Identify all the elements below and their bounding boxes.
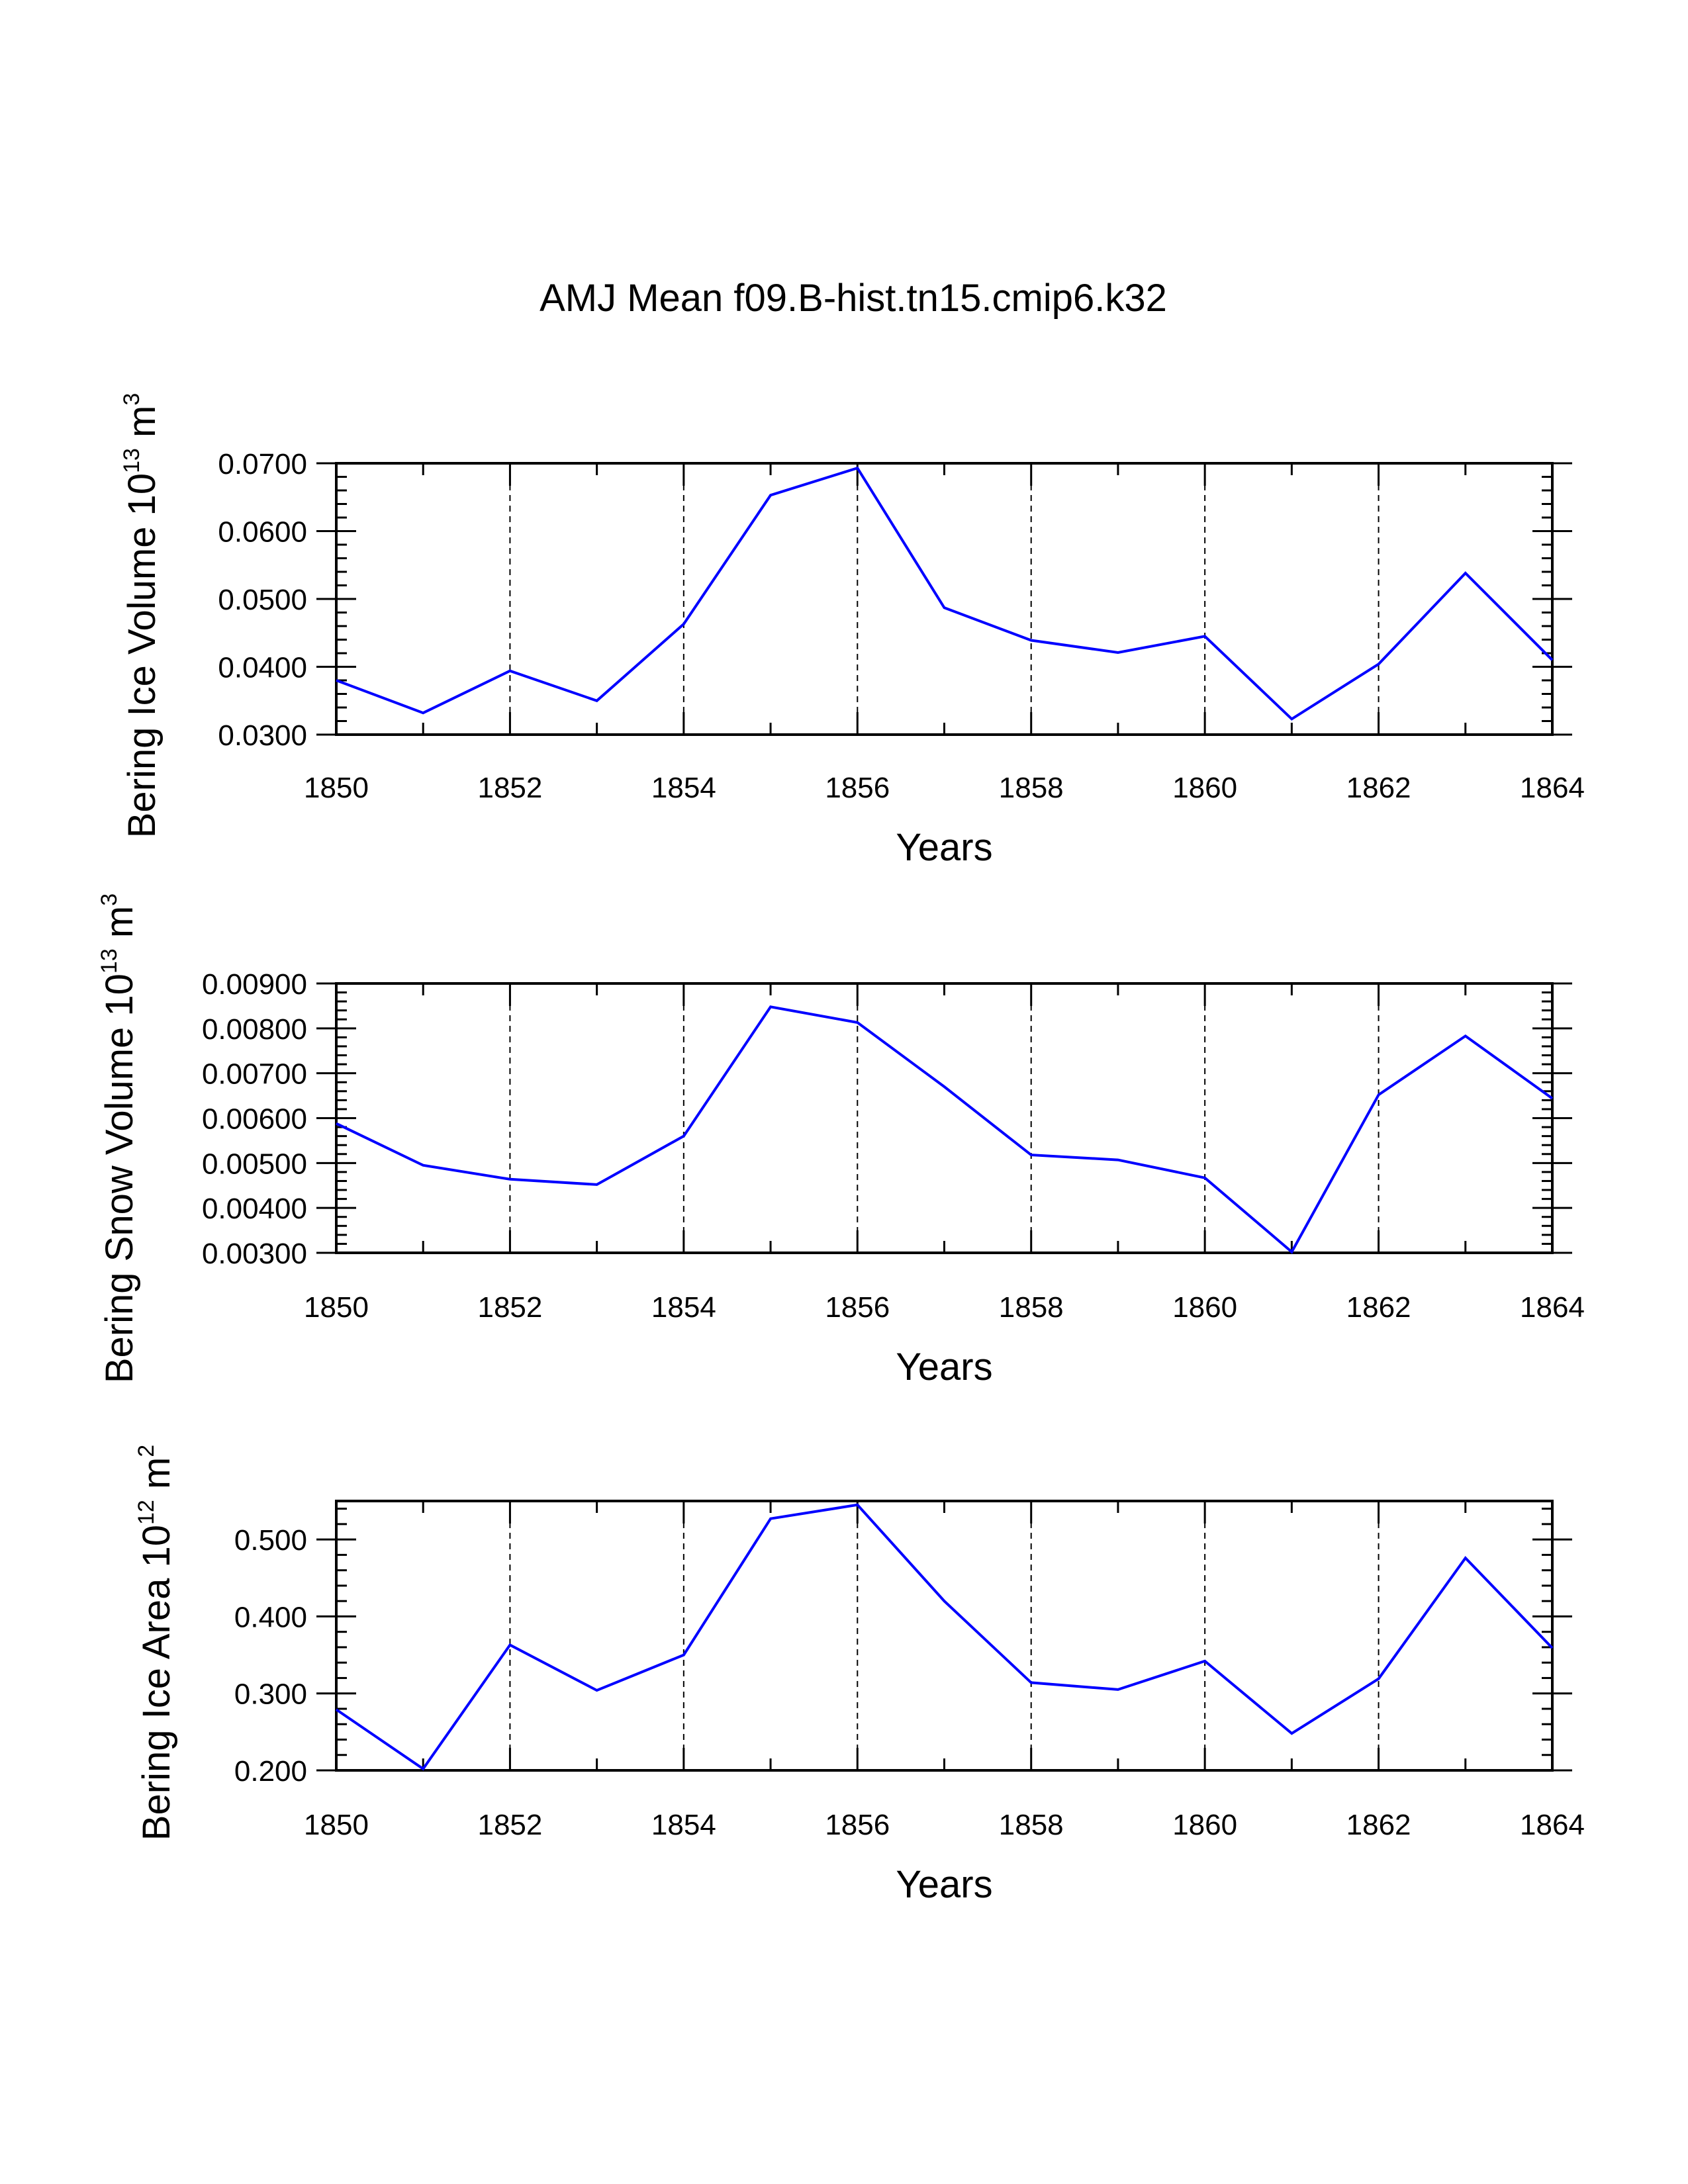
y-axis-label-exponent: 13	[119, 448, 144, 473]
y-tick-label: 0.00300	[202, 1238, 307, 1270]
x-tick-label: 1862	[1346, 1809, 1411, 1841]
x-tick-label: 1862	[1346, 772, 1411, 804]
x-tick-label: 1864	[1520, 1809, 1585, 1841]
y-tick-label: 0.0400	[218, 652, 307, 684]
x-tick-label: 1856	[825, 1809, 890, 1841]
plot-frame	[335, 1500, 1554, 1772]
x-tick-label: 1864	[1520, 772, 1585, 804]
x-tick-label: 1852	[477, 772, 542, 804]
y-axis-label: Bering Snow Volume 1013 m3	[97, 893, 141, 1383]
x-axis-label: Years	[896, 1863, 992, 1906]
x-tick-label: 1864	[1520, 1291, 1585, 1324]
y-axis-label-unit: m	[120, 406, 164, 448]
x-axis-label: Years	[896, 1345, 992, 1388]
x-tick-label: 1856	[825, 772, 890, 804]
x-tick-label: 1860	[1172, 1291, 1237, 1324]
snow-volume-panel: 0.00300 0.00400 0.00500 0.00600 0.00700 0.008…	[97, 893, 1585, 1388]
y-axis-label-unit: m	[98, 906, 141, 948]
ice-area-panel: 0.200 0.300 0.400 0.500 1850 1852 1854 1856 1858…	[134, 1445, 1585, 1906]
y-tick-label: 0.0700	[218, 448, 307, 480]
y-axis-label: Bering Ice Volume 1013 m3	[119, 393, 164, 839]
x-tick-label: 1850	[304, 772, 369, 804]
x-tick-label: 1860	[1172, 1809, 1237, 1841]
plot-frame	[335, 982, 1554, 1254]
y-tick-label: 0.00400	[202, 1193, 307, 1225]
y-axis-label-unit-exponent: 2	[134, 1445, 159, 1457]
y-axis-label-unit-exponent: 3	[119, 393, 144, 406]
x-tick-label: 1858	[999, 772, 1064, 804]
y-tick-label: 0.00800	[202, 1013, 307, 1046]
y-axis-label-text: Bering Ice Volume 10	[120, 473, 164, 838]
y-tick-label: 0.400	[234, 1601, 307, 1633]
y-axis-label-exponent: 13	[97, 948, 122, 974]
y-tick-label: 0.300	[234, 1678, 307, 1711]
x-tick-label: 1858	[999, 1809, 1064, 1841]
ice-volume-panel: 0.0300 0.0400 0.0500 0.0600 0.0700 1850 1852 18…	[119, 393, 1585, 869]
x-tick-label: 1862	[1346, 1291, 1411, 1324]
y-tick-label: 0.200	[234, 1755, 307, 1788]
y-tick-label: 0.500	[234, 1524, 307, 1557]
x-tick-label: 1852	[477, 1291, 542, 1324]
plot-frame	[335, 462, 1554, 736]
y-axis-label-text: Bering Snow Volume 10	[98, 974, 141, 1383]
y-tick-label: 0.00600	[202, 1103, 307, 1136]
x-tick-label: 1854	[651, 1809, 716, 1841]
y-tick-label: 0.00700	[202, 1058, 307, 1091]
x-tick-label: 1852	[477, 1809, 542, 1841]
x-tick-label: 1850	[304, 1809, 369, 1841]
y-axis-label-exponent: 12	[134, 1500, 159, 1525]
x-tick-label: 1860	[1172, 772, 1237, 804]
y-tick-label: 0.0600	[218, 516, 307, 549]
x-tick-label: 1850	[304, 1291, 369, 1324]
y-axis-label-text: Bering Ice Area 10	[135, 1525, 178, 1841]
y-axis-label-unit: m	[135, 1457, 178, 1500]
y-tick-label: 0.0300	[218, 719, 307, 752]
y-axis-label-unit-exponent: 3	[97, 893, 122, 906]
y-tick-label: 0.0500	[218, 584, 307, 616]
y-tick-label: 0.00900	[202, 968, 307, 1001]
x-tick-label: 1854	[651, 1291, 716, 1324]
y-tick-label: 0.00500	[202, 1148, 307, 1180]
x-tick-label: 1858	[999, 1291, 1064, 1324]
figure-title: AMJ Mean f09.B-hist.tn15.cmip6.k32	[539, 277, 1167, 320]
x-tick-label: 1854	[651, 772, 716, 804]
x-tick-label: 1856	[825, 1291, 890, 1324]
y-axis-label: Bering Ice Area 1012 m2	[134, 1445, 178, 1841]
x-axis-label: Years	[896, 826, 992, 869]
